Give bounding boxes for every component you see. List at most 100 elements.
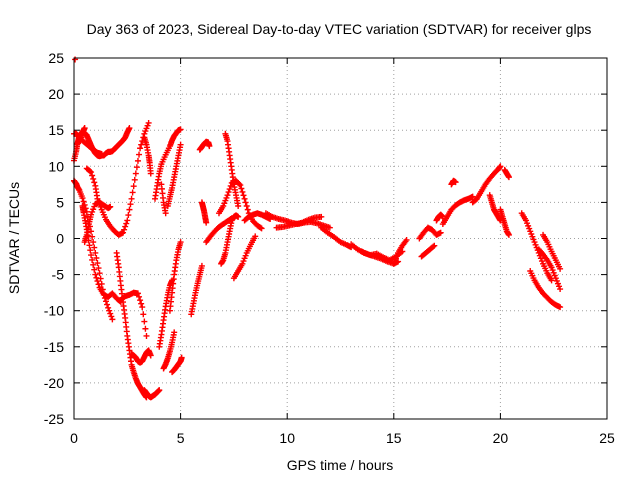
data-point <box>225 189 232 196</box>
data-point <box>393 252 400 259</box>
data-point <box>131 176 138 183</box>
data-point <box>526 225 533 232</box>
data-point <box>557 304 564 311</box>
data-point <box>91 203 98 210</box>
data-point <box>240 192 247 199</box>
data-point <box>241 255 248 262</box>
data-point <box>134 157 141 164</box>
data-point <box>240 258 247 265</box>
data-point <box>86 242 93 249</box>
data-point <box>139 304 146 311</box>
data-point <box>90 206 97 213</box>
data-point <box>91 244 98 251</box>
data-point <box>124 217 131 224</box>
data-point <box>538 258 545 265</box>
data-point <box>88 169 95 176</box>
series-track-36 <box>418 242 438 260</box>
data-point <box>552 275 559 282</box>
data-point <box>126 125 133 132</box>
data-point <box>439 213 446 220</box>
data-point <box>136 293 143 300</box>
data-point <box>143 332 150 339</box>
y-axis-label: SDTVAR / TECUs <box>6 182 22 294</box>
series-track-42 <box>497 206 512 238</box>
series-track-33 <box>358 248 402 267</box>
series-track-22 <box>198 199 210 226</box>
data-point <box>326 224 333 231</box>
data-point <box>551 272 558 279</box>
data-point <box>143 125 150 132</box>
data-point <box>89 233 96 240</box>
data-point <box>128 195 135 202</box>
data-point <box>220 203 227 210</box>
x-tick-label: 15 <box>386 430 402 446</box>
x-tick-label: 25 <box>599 430 615 446</box>
series-track-45 <box>527 267 564 311</box>
data-point <box>108 313 115 320</box>
data-point <box>91 179 98 186</box>
data-point <box>132 170 139 177</box>
data-point <box>430 243 437 250</box>
data-point <box>557 286 564 293</box>
y-tick-label: 5 <box>56 194 64 210</box>
data-layer <box>71 56 564 401</box>
data-point <box>243 203 250 210</box>
data-point <box>90 261 97 268</box>
data-point <box>137 297 144 304</box>
data-point <box>236 180 243 187</box>
data-point <box>222 197 229 204</box>
y-tick-label: 15 <box>48 122 64 138</box>
data-point <box>134 290 141 297</box>
data-point <box>206 143 213 150</box>
data-point <box>223 194 230 201</box>
data-point <box>97 275 104 282</box>
series-track-18 <box>169 354 185 376</box>
data-point <box>528 230 535 237</box>
series-track-40 <box>469 163 504 206</box>
series-track-38 <box>433 211 446 224</box>
data-point <box>239 260 246 267</box>
x-axis-label: GPS time / hours <box>287 457 394 473</box>
data-point <box>94 195 101 202</box>
data-point <box>86 168 93 175</box>
data-point <box>548 277 555 284</box>
data-point <box>136 151 143 158</box>
data-point <box>252 233 259 240</box>
data-point <box>106 307 113 314</box>
series-track-35 <box>416 224 444 242</box>
y-tick-label: -15 <box>44 339 64 355</box>
data-point <box>96 270 103 277</box>
data-point <box>72 56 79 63</box>
data-point <box>469 193 476 200</box>
data-point <box>104 301 111 308</box>
series-track-43 <box>501 166 512 181</box>
series-track-30 <box>273 213 325 231</box>
data-point <box>549 267 556 274</box>
data-point <box>525 222 532 229</box>
data-point <box>227 182 234 189</box>
data-point <box>95 281 102 288</box>
data-point <box>125 212 132 219</box>
data-point <box>437 229 444 236</box>
data-point <box>144 122 151 129</box>
data-point <box>505 231 512 238</box>
series-track-37 <box>439 193 476 228</box>
series-track-04 <box>77 125 133 160</box>
data-point <box>318 213 325 220</box>
data-point <box>221 200 228 207</box>
data-point <box>497 163 504 170</box>
data-point <box>392 255 399 262</box>
series-track-34 <box>390 236 410 267</box>
data-point <box>97 203 104 210</box>
x-tick-label: 10 <box>279 430 295 446</box>
data-point <box>89 208 96 215</box>
data-point <box>102 298 109 305</box>
data-point <box>81 125 88 132</box>
y-tick-label: 10 <box>48 158 64 174</box>
data-point <box>92 271 99 278</box>
x-tick-label: 20 <box>493 430 509 446</box>
x-tick-label: 5 <box>177 430 185 446</box>
series-track-11 <box>141 387 163 401</box>
data-point <box>89 172 96 179</box>
